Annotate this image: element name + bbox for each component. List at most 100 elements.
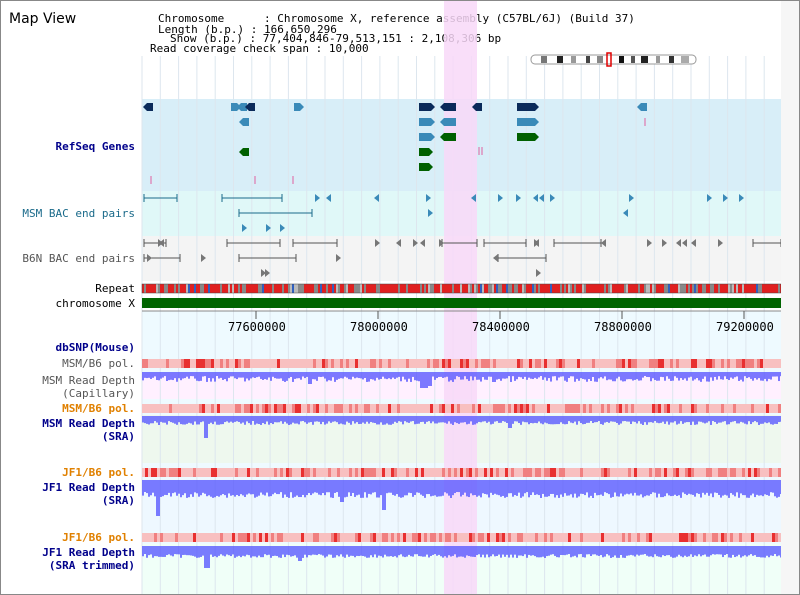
- read-depth-bar: [696, 372, 698, 379]
- track-label-msm-b6-pol-1[interactable]: MSM/B6 pol.: [62, 357, 135, 370]
- track-label-msm-depth-cap-2[interactable]: (Capillary): [62, 387, 135, 400]
- polymorphism-cell: [439, 404, 442, 413]
- polymorphism-cell: [517, 468, 520, 477]
- polymorphism-cell: [223, 468, 226, 477]
- polymorphism-cell: [229, 404, 232, 413]
- read-depth-bar: [238, 480, 240, 497]
- repeat-element: [174, 284, 176, 293]
- polymorphism-cell: [337, 468, 340, 477]
- track-label-jf1-depth-trim-2[interactable]: (SRA trimmed): [48, 559, 135, 572]
- read-depth-bar: [506, 372, 508, 379]
- polymorphism-cell: [358, 404, 361, 413]
- read-depth-bar: [584, 546, 586, 558]
- track-label-msm-bac[interactable]: MSM BAC end pairs: [22, 207, 135, 220]
- read-depth-bar: [152, 416, 154, 424]
- polymorphism-cell: [322, 359, 325, 368]
- track-label-msm-b6-pol-2[interactable]: MSM/B6 pol.: [62, 402, 135, 415]
- read-depth-bar: [710, 546, 712, 556]
- read-depth-bar: [500, 416, 502, 423]
- repeat-element: [254, 284, 256, 293]
- read-depth-bar: [672, 372, 674, 381]
- polymorphism-cell: [247, 468, 250, 477]
- polymorphism-cell: [709, 404, 712, 413]
- repeat-element: [434, 284, 436, 293]
- track-label-repeat[interactable]: Repeat: [95, 282, 135, 295]
- track-label-dbsnp[interactable]: dbSNP(Mouse): [55, 341, 135, 354]
- read-depth-bar: [662, 480, 664, 498]
- read-depth-bar: [760, 546, 762, 558]
- track-label-jf1-b6-pol-2[interactable]: JF1/B6 pol.: [62, 531, 135, 544]
- polymorphism-cell: [484, 533, 487, 542]
- polymorphism-cell: [220, 359, 223, 368]
- read-depth-bar: [772, 372, 774, 377]
- polymorphism-cell: [415, 359, 418, 368]
- read-depth-bar: [322, 480, 324, 494]
- track-label-jf1-depth-sra-1[interactable]: JF1 Read Depth: [42, 481, 135, 494]
- read-depth-bar: [754, 546, 756, 556]
- read-depth-bar: [252, 480, 254, 495]
- read-depth-bar: [518, 480, 520, 493]
- read-depth-bar: [246, 416, 248, 422]
- read-depth-bar: [328, 372, 330, 381]
- track-label-jf1-depth-sra-2[interactable]: (SRA): [101, 494, 135, 507]
- track-label-msm-depth-sra-1[interactable]: MSM Read Depth: [42, 417, 135, 430]
- polymorphism-cell: [556, 404, 559, 413]
- polymorphism-cell: [442, 404, 445, 413]
- repeat-element: [664, 284, 666, 293]
- polymorphism-cell: [700, 359, 703, 368]
- read-depth-bar: [356, 546, 358, 556]
- polymorphism-cell: [391, 533, 394, 542]
- ideogram-band: [541, 56, 547, 63]
- track-label-jf1-b6-pol-1[interactable]: JF1/B6 pol.: [62, 466, 135, 479]
- read-depth-bar: [498, 416, 500, 423]
- repeat-element: [498, 284, 500, 293]
- polymorphism-cell: [259, 533, 262, 542]
- track-label-chromosome[interactable]: chromosome X: [55, 297, 135, 310]
- read-depth-bar: [620, 480, 622, 494]
- polymorphism-cell: [562, 468, 565, 477]
- polymorphism-cell: [262, 468, 265, 477]
- polymorphism-cell: [592, 533, 595, 542]
- bac-end-arrow: [662, 239, 667, 247]
- polymorphism-cell: [349, 359, 352, 368]
- repeat-element: [320, 284, 322, 293]
- polymorphism-cell: [373, 404, 376, 413]
- repeat-element: [428, 284, 430, 293]
- track-label-b6n-bac[interactable]: B6N BAC end pairs: [22, 252, 135, 265]
- read-depth-bar: [720, 546, 722, 555]
- read-depth-bar: [578, 372, 580, 381]
- polymorphism-cell: [598, 404, 601, 413]
- polymorphism-cell: [670, 359, 673, 368]
- polymorphism-cell: [754, 359, 757, 368]
- polymorphism-cell: [418, 404, 421, 413]
- repeat-element: [322, 284, 324, 293]
- polymorphism-cell: [346, 359, 349, 368]
- polymorphism-cell: [676, 404, 679, 413]
- track-label-refseq[interactable]: RefSeq Genes: [55, 140, 135, 153]
- polymorphism-cell: [778, 468, 781, 477]
- read-depth-bar: [288, 416, 290, 425]
- polymorphism-cell: [208, 468, 211, 477]
- read-depth-bar: [382, 372, 384, 377]
- polymorphism-cell: [649, 404, 652, 413]
- read-depth-bar: [742, 416, 744, 423]
- read-depth-bar: [728, 416, 730, 425]
- repeat-element: [210, 284, 212, 293]
- read-depth-bar: [340, 372, 342, 379]
- read-depth-bar: [632, 372, 634, 381]
- track-label-msm-depth-cap-1[interactable]: MSM Read Depth: [42, 374, 135, 387]
- polymorphism-cell: [163, 468, 166, 477]
- polymorphism-cell: [337, 359, 340, 368]
- polymorphism-cell: [265, 533, 268, 542]
- polymorphism-cell: [727, 533, 730, 542]
- read-depth-bar: [608, 416, 610, 423]
- read-depth-bar: [474, 416, 476, 425]
- polymorphism-cell: [493, 359, 496, 368]
- track-label-msm-depth-sra-2[interactable]: (SRA): [101, 430, 135, 443]
- read-depth-bar: [152, 480, 154, 493]
- read-depth-bar: [350, 480, 352, 496]
- read-depth-bar: [504, 416, 506, 422]
- read-depth-bar: [332, 416, 334, 422]
- track-label-jf1-depth-trim-1[interactable]: JF1 Read Depth: [42, 546, 135, 559]
